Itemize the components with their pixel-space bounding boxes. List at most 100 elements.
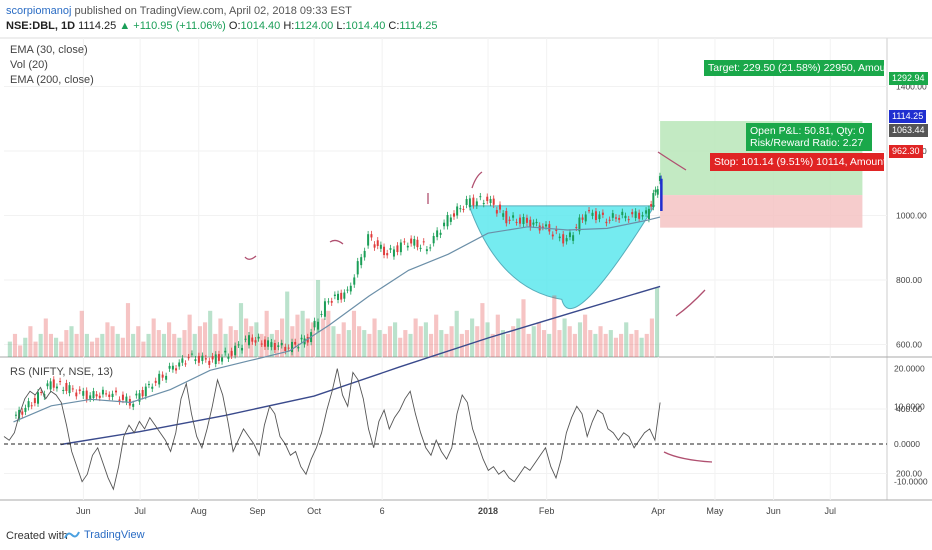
candle-body (614, 217, 617, 219)
candle-body (291, 341, 294, 353)
candle-body (429, 247, 432, 249)
volume-bar (526, 333, 531, 357)
stop-label[interactable]: Stop: 101.14 (9.51%) 10114, Amount (710, 153, 884, 171)
author-link[interactable]: scorpiomanoj (6, 5, 72, 17)
candle-body (634, 211, 637, 218)
created-with-text: Created with (6, 530, 68, 542)
candle-body (135, 393, 138, 396)
volume-bar (74, 333, 79, 357)
candle-body (399, 242, 402, 253)
candle-body (522, 217, 525, 225)
candle-body (221, 357, 224, 362)
candle-body (502, 213, 505, 217)
candle-body (98, 395, 101, 398)
candle-body (317, 321, 320, 330)
candle-body (187, 357, 190, 359)
candle-body (141, 390, 144, 397)
volume-bar (285, 291, 290, 357)
volume-bar (377, 330, 382, 357)
pnl-box[interactable]: Open P&L: 50.81, Qty: 0 Risk/Reward Rati… (746, 123, 872, 151)
volume-bar (490, 333, 495, 357)
candle-body (224, 350, 227, 353)
symbol-label[interactable]: NSE:DBL, 1D (6, 20, 76, 32)
ema30-legend[interactable]: EMA (30, close) (10, 44, 88, 56)
volume-bar (7, 341, 12, 357)
volume-bar (531, 326, 536, 357)
volume-bar (654, 287, 660, 357)
volume-bar (244, 318, 249, 357)
volume-bar (341, 322, 346, 357)
volume-bar (43, 318, 48, 357)
volume-bar (213, 333, 218, 357)
price-tick-label: 800.00 (896, 275, 922, 285)
volume-bar (54, 337, 59, 357)
volume-bar (634, 330, 639, 357)
volume-bar (105, 322, 110, 357)
volume-bar (100, 333, 105, 357)
candle-body (584, 214, 587, 222)
candle-body (320, 313, 323, 315)
candle-body (627, 219, 630, 221)
volume-bar (310, 322, 315, 357)
tradingview-brand[interactable]: TradingView (84, 529, 145, 541)
candle-body (158, 373, 161, 385)
ema200-legend[interactable]: EMA (200, close) (10, 74, 94, 86)
candle-body (436, 230, 439, 238)
candle-body (217, 354, 220, 361)
volume-bar (547, 333, 552, 357)
candle-body (638, 212, 641, 219)
candle-body (475, 201, 478, 206)
volume-bar (238, 303, 244, 357)
arrow-mark (663, 451, 713, 463)
volume-bar (511, 326, 516, 357)
volume-bar (459, 333, 464, 357)
volume-bar (131, 333, 136, 357)
candle-body (379, 244, 382, 249)
volume-bar (141, 341, 146, 357)
vol-legend[interactable]: Vol (20) (10, 59, 48, 71)
volume-bar (613, 337, 619, 357)
volume-bar (619, 333, 624, 357)
candle-body (449, 217, 452, 222)
candle-body (499, 204, 502, 210)
volume-bar (434, 314, 439, 357)
candle-body (525, 217, 528, 223)
candle-body (422, 241, 425, 243)
candle-body (27, 401, 30, 408)
candle-body (641, 215, 644, 217)
volume-bar (624, 322, 629, 357)
volume-bar (146, 333, 151, 357)
volume-bar (649, 318, 654, 357)
candle-body (453, 213, 456, 217)
rs-legend[interactable]: RS (NIFTY, NSE, 13) (10, 366, 114, 378)
candle-body (330, 301, 333, 303)
volume-bar (629, 333, 634, 357)
candle-body (49, 381, 52, 390)
candle-body (68, 385, 71, 394)
time-tick-label: Jul (825, 506, 837, 516)
candle-body (313, 320, 316, 328)
volume-bar (264, 310, 269, 357)
volume-bar (202, 322, 208, 357)
candle-body (59, 381, 62, 383)
volume-bar (644, 333, 649, 357)
volume-bar (598, 326, 603, 357)
candle-body (568, 232, 571, 238)
candle-body (181, 358, 184, 363)
candle-body (111, 393, 114, 398)
candle-body (652, 193, 655, 208)
target-label[interactable]: Target: 229.50 (21.58%) 22950, Amount (704, 60, 884, 76)
candle-body (284, 346, 287, 352)
candle-body (654, 189, 657, 193)
volume-bar (541, 330, 547, 357)
candle-body (581, 217, 584, 220)
candle-body (515, 221, 518, 223)
symbol-line: NSE:DBL, 1D 1114.25 ▲ +110.95 (+11.06%) … (6, 20, 438, 32)
candle-body (370, 234, 373, 238)
candle-body (237, 344, 240, 346)
candle-body (482, 203, 485, 205)
candle-body (208, 360, 211, 365)
volume-bar (28, 326, 33, 357)
rs-tick-label: 0.0000 (894, 439, 920, 449)
